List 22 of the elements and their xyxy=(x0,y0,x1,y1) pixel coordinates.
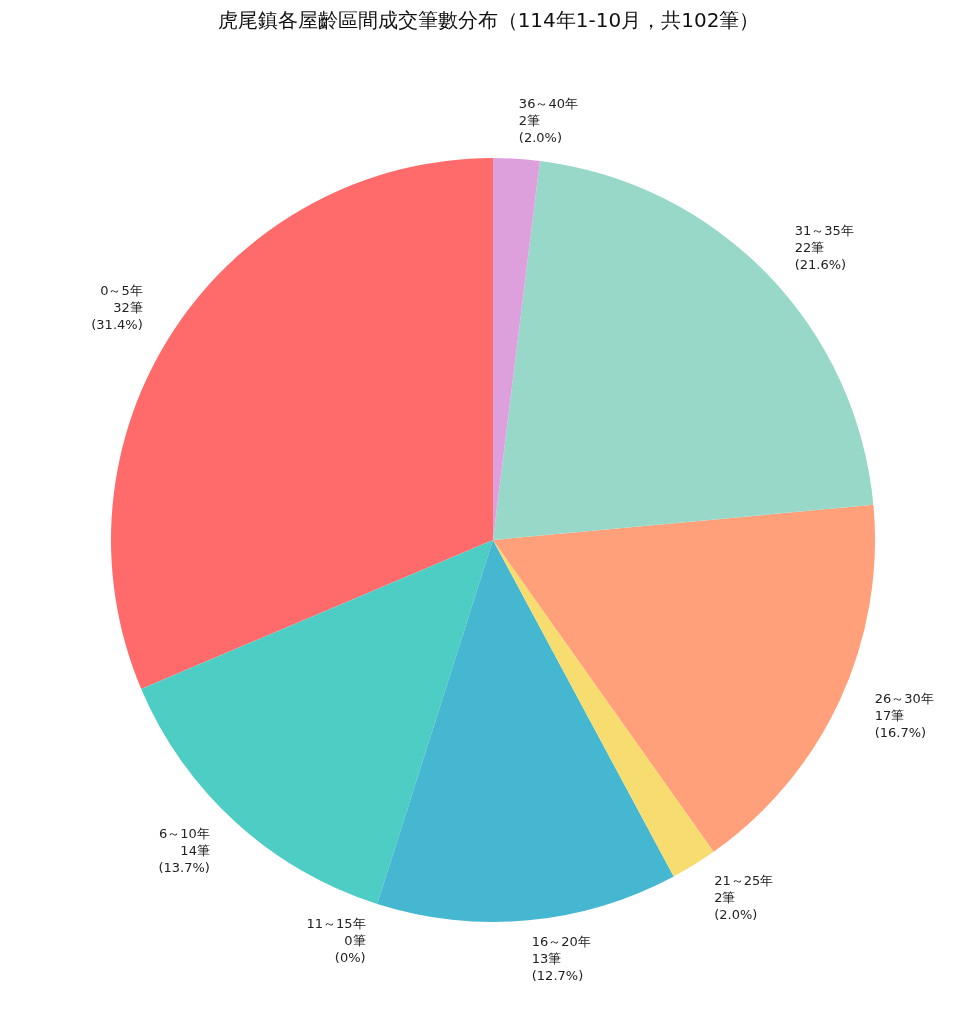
slice-label: 26～30年 xyxy=(874,691,934,707)
data-label: 14筆 (13.7%) xyxy=(158,843,210,876)
pie-slice xyxy=(493,504,875,852)
slice-label: 6～10年 xyxy=(159,826,210,842)
data-label: 2筆 (2.0%) xyxy=(518,113,563,146)
chart-title: 虎尾鎮各屋齡區間成交筆數分布（114年1-10月，共102筆） xyxy=(216,7,761,34)
slice-label: 31～35年 xyxy=(794,222,854,238)
data-label: 13筆 (12.7%) xyxy=(531,950,584,983)
slice-label: 21～25年 xyxy=(714,872,774,888)
category-label: 11～15年 xyxy=(306,915,366,931)
pie-slice xyxy=(493,540,714,877)
slice-label: 16～20年 xyxy=(531,933,591,949)
data-label: 32筆 (31.4%) xyxy=(91,300,143,333)
slice-label: 0～5年 xyxy=(100,283,143,299)
data-label: 22筆 (21.6%) xyxy=(794,239,847,272)
slice-label: 36～40年 xyxy=(518,96,578,112)
pie-slice xyxy=(377,540,674,922)
data-label: 17筆 (16.7%) xyxy=(874,708,927,741)
text: 0筆 (0%) xyxy=(334,932,366,965)
data-label: 2筆 (2.0%) xyxy=(714,889,758,922)
pie-slice xyxy=(493,160,874,540)
pie-slice xyxy=(141,540,493,905)
